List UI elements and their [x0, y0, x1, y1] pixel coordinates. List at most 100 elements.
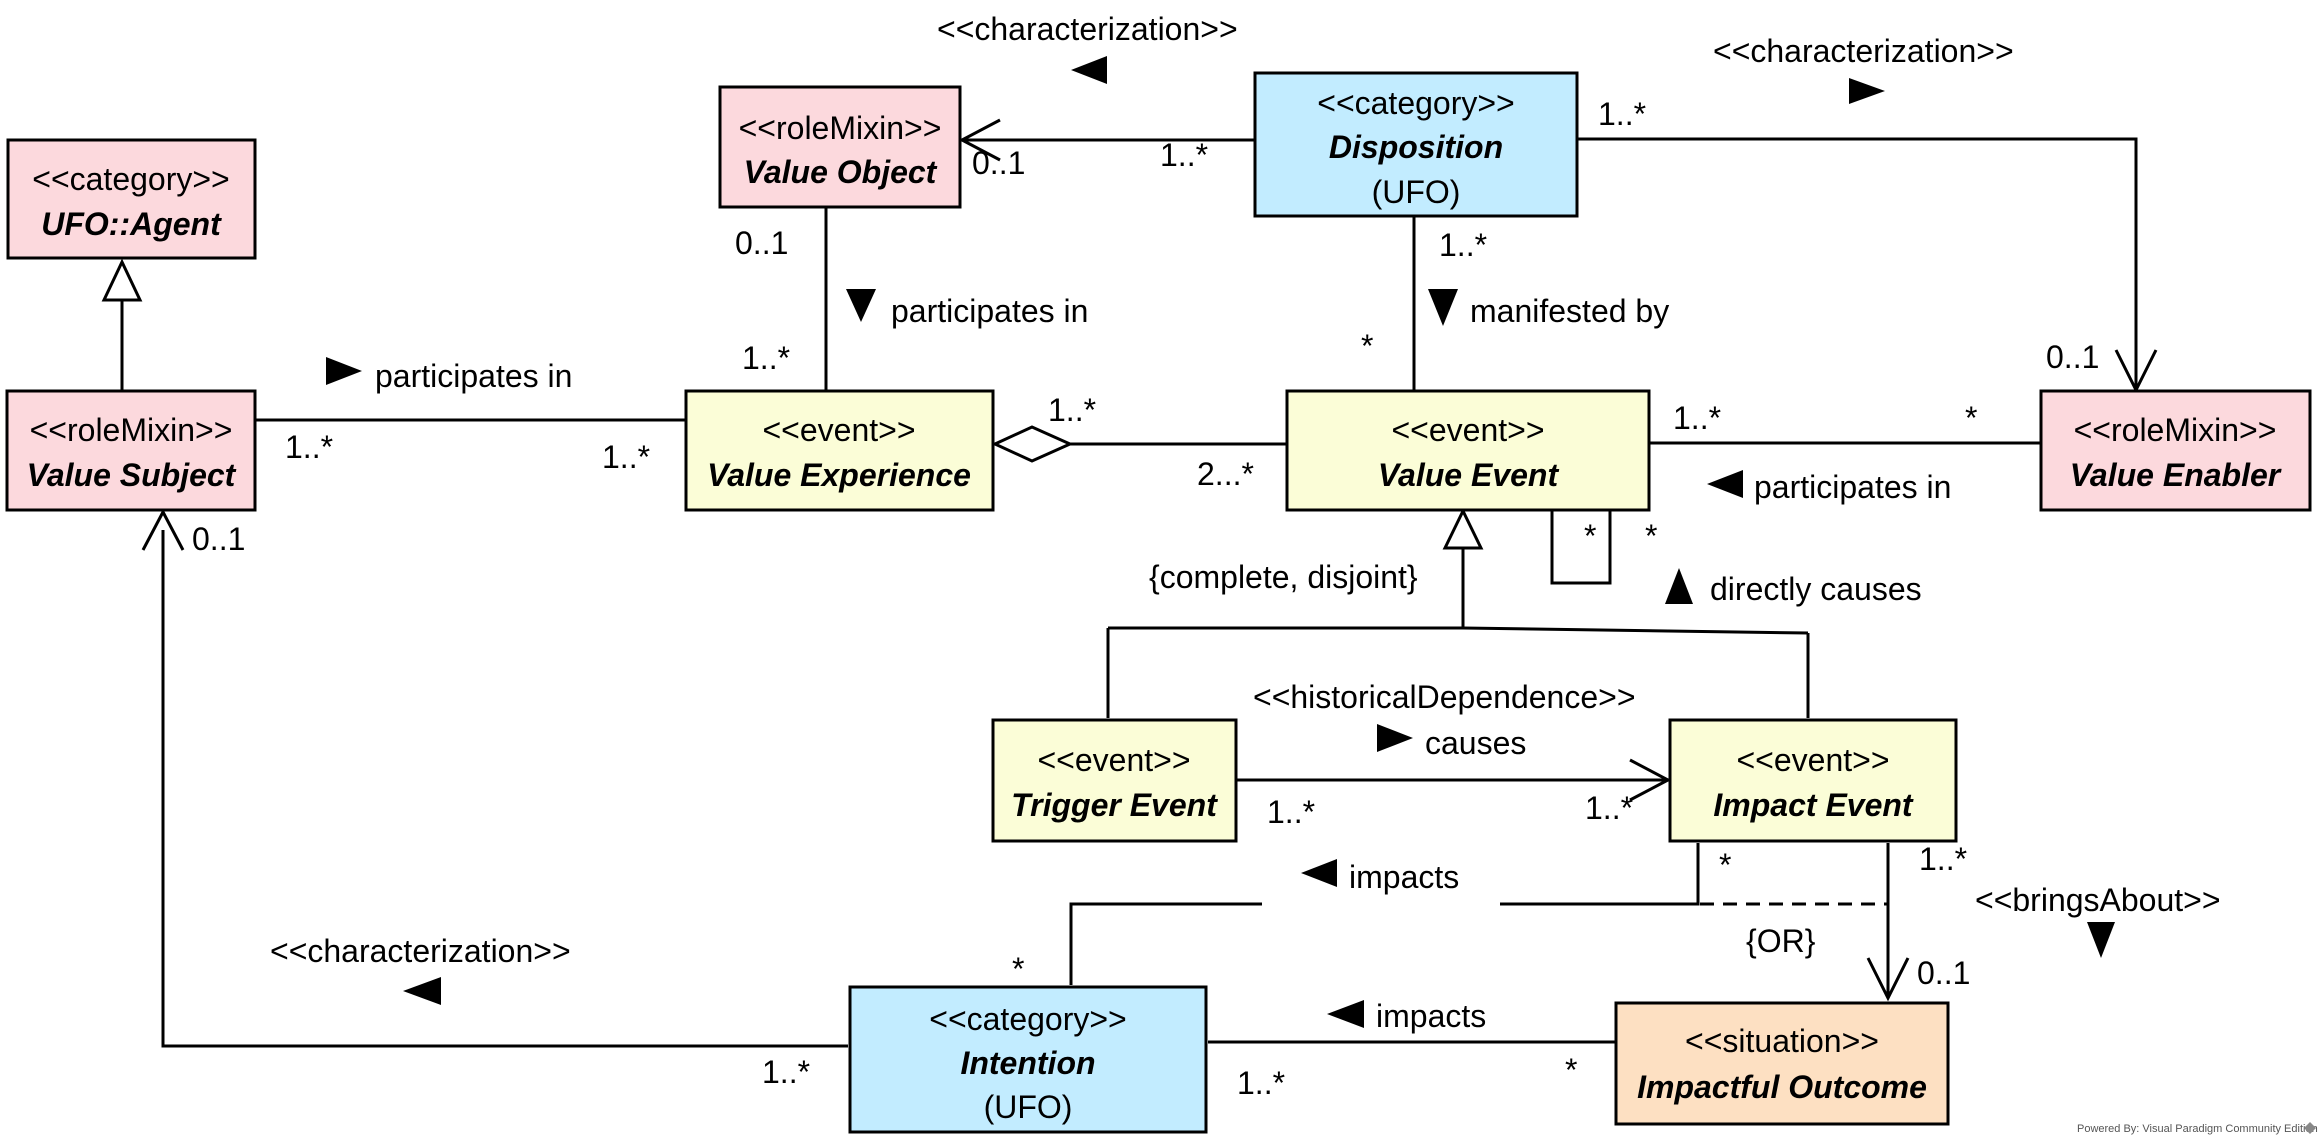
class-name: UFO::Agent [41, 206, 222, 242]
aggregation-diamond [991, 425, 1074, 463]
label-characterization-bottom-left: <<characterization>> [270, 933, 571, 969]
generalization-set-bar [1108, 626, 1809, 635]
label-directly-causes: directly causes [1710, 571, 1922, 607]
multiplicity: 1..* [1439, 227, 1487, 263]
class-name: Disposition [1329, 129, 1503, 165]
class-value-subject[interactable]: <<roleMixin>> Value Subject [5, 389, 257, 512]
class-impact-event[interactable]: <<event>> Impact Event [1668, 718, 1958, 843]
multiplicity: 1..* [1673, 400, 1721, 436]
multiplicity: 0..1 [192, 521, 245, 557]
multiplicity: 2...* [1197, 456, 1254, 492]
multiplicity: 0..1 [735, 225, 788, 261]
multiplicity: 1..* [602, 439, 650, 475]
stereotype-label: <<roleMixin>> [30, 412, 233, 448]
class-subtitle: (UFO) [1372, 174, 1461, 210]
multiplicity: 1..* [1585, 790, 1633, 826]
generalization-triangle-agent [101, 258, 143, 302]
stereotype-label: <<event>> [1736, 742, 1889, 778]
multiplicity: 0..1 [972, 145, 1025, 181]
direction-down-icon [2087, 922, 2115, 958]
association-impact-intention [1500, 843, 1700, 906]
multiplicity: 1..* [1048, 392, 1096, 428]
open-arrowhead [1866, 957, 1910, 1002]
label-participates-subject: participates in [375, 358, 572, 394]
label-impacts-top: impacts [1349, 859, 1459, 895]
multiplicity: 1..* [1919, 841, 1967, 877]
label-causes: causes [1425, 725, 1526, 761]
multiplicity: 1..* [1237, 1065, 1285, 1101]
open-arrowhead [141, 508, 185, 551]
characterization-intention-subject [161, 530, 848, 1048]
class-disposition[interactable]: <<category>> Disposition (UFO) [1253, 71, 1579, 218]
multiplicity: 1..* [742, 340, 790, 376]
stereotype-label: <<situation>> [1685, 1023, 1879, 1059]
direction-down-icon [846, 289, 876, 322]
multiplicity: 0..1 [2046, 339, 2099, 375]
class-value-experience[interactable]: <<event>> Value Experience [684, 389, 995, 512]
class-trigger-event[interactable]: <<event>> Trigger Event [991, 718, 1238, 843]
credit-text: Powered By: Visual Paradigm Community Ed… [2077, 1123, 2318, 1135]
stereotype-label: <<event>> [1391, 412, 1544, 448]
characterization-disposition-enabler [1578, 137, 2138, 390]
multiplicity: * [1719, 847, 1731, 883]
stereotype-label: <<event>> [1037, 742, 1190, 778]
class-intention[interactable]: <<category>> Intention (UFO) [848, 985, 1208, 1134]
generalization-triangle [1442, 507, 1484, 550]
multiplicity: 1..* [1267, 794, 1315, 830]
multiplicity: * [1584, 518, 1596, 554]
association-impact-intention-2 [1069, 902, 1262, 985]
stereotype-label: <<category>> [1317, 85, 1514, 121]
label-brings-about: <<bringsAbout>> [1975, 882, 2221, 918]
class-name: Impact Event [1713, 787, 1914, 823]
class-name: Trigger Event [1011, 787, 1218, 823]
direction-left-icon [1301, 859, 1337, 887]
direction-down-icon [1428, 289, 1458, 326]
open-arrowhead [1629, 758, 1672, 802]
label-participates-enabler: participates in [1754, 469, 1951, 505]
class-name: Intention [960, 1045, 1095, 1081]
class-name: Value Experience [707, 457, 971, 493]
multiplicity: * [1965, 400, 1977, 436]
stereotype-label: <<event>> [762, 412, 915, 448]
label-impacts-bottom: impacts [1376, 998, 1486, 1034]
open-arrowhead [958, 118, 1001, 162]
label-historical-dependence: <<historicalDependence>> [1253, 679, 1636, 715]
direction-right-icon [1849, 78, 1885, 104]
label-or-constraint: {OR} [1746, 923, 1816, 959]
class-subtitle: (UFO) [984, 1089, 1073, 1125]
class-value-enabler[interactable]: <<roleMixin>> Value Enabler [2039, 389, 2312, 512]
stereotype-label: <<roleMixin>> [2074, 412, 2277, 448]
stereotype-label: <<category>> [929, 1001, 1126, 1037]
label-participates-object: participates in [891, 293, 1088, 329]
direction-left-icon [1327, 1000, 1364, 1028]
class-name: Value Enabler [2070, 457, 2282, 493]
class-impactful-outcome[interactable]: <<situation>> Impactful Outcome [1614, 1001, 1950, 1126]
class-name: Impactful Outcome [1637, 1069, 1927, 1105]
direction-up-icon [1665, 568, 1693, 604]
multiplicity: 1..* [1598, 96, 1646, 132]
label-characterization-top-right: <<characterization>> [1713, 33, 2014, 69]
multiplicity: 0..1 [1917, 955, 1970, 991]
stereotype-label: <<roleMixin>> [739, 110, 942, 146]
logo-icon [2304, 1122, 2316, 1134]
direction-right-icon [1377, 724, 1413, 752]
multiplicity: * [1012, 951, 1024, 987]
multiplicity: * [1565, 1052, 1577, 1088]
class-value-event[interactable]: <<event>> Value Event [1285, 389, 1651, 512]
direction-right-icon [326, 357, 362, 385]
multiplicity: * [1361, 328, 1373, 364]
direction-left-icon [403, 977, 441, 1005]
multiplicity: 1..* [762, 1054, 810, 1090]
class-value-object[interactable]: <<roleMixin>> Value Object [718, 85, 962, 209]
class-name: Value Event [1378, 457, 1560, 493]
label-characterization-top-left: <<characterization>> [937, 11, 1238, 47]
label-manifested-by: manifested by [1470, 293, 1669, 329]
class-name: Value Object [744, 154, 938, 190]
self-association-directly-causes [1550, 511, 1612, 585]
class-ufo-agent[interactable]: <<category>> UFO::Agent [6, 138, 257, 260]
class-name: Value Subject [27, 457, 237, 493]
stereotype-label: <<category>> [32, 161, 229, 197]
label-complete-disjoint: {complete, disjoint} [1149, 559, 1418, 595]
multiplicity: * [1645, 518, 1657, 554]
